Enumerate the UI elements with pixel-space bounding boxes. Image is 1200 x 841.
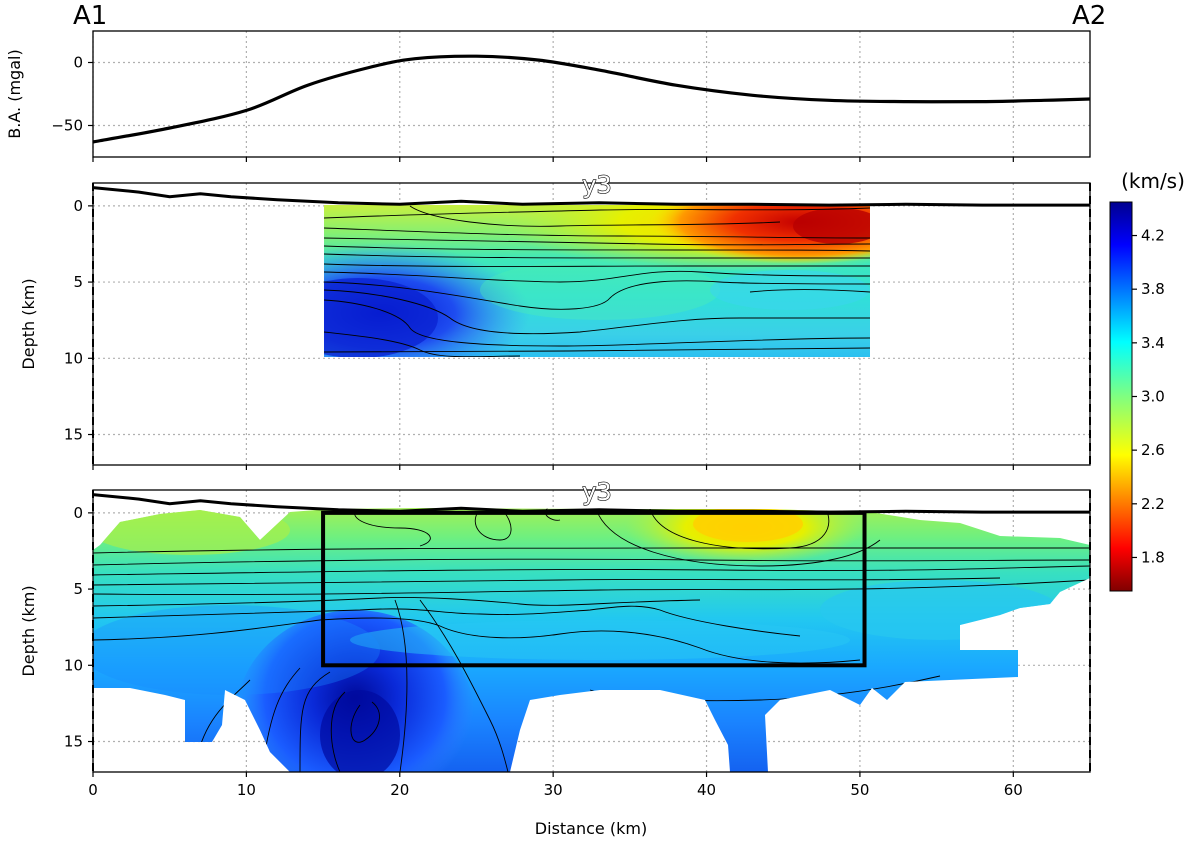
colorbar-ticks: 1.8 2.2 2.6 3.0 3.4 3.8 4.2 (1132, 227, 1165, 566)
plot-frame (92, 30, 1091, 158)
colorbar-tick-label: 3.8 (1141, 280, 1165, 298)
colorbar-tick-label: 3.4 (1141, 334, 1165, 352)
series-line (93, 54, 1090, 144)
x-tick-label: 20 (390, 781, 409, 799)
y-tick-label: 0 (73, 504, 83, 522)
bouguer-anomaly-panel: −50 0 B.A. (mgal) (5, 30, 1091, 162)
y-axis-label: Depth (km) (19, 585, 38, 676)
tick-labels: 0 10 20 30 40 50 60 0 5 10 15 (64, 504, 1023, 799)
velocity-inset-panel: 0 5 10 15 y3 Depth (km) (19, 170, 1091, 470)
colorbar-tick-label: 2.6 (1141, 441, 1165, 459)
plot-frame (92, 489, 1091, 773)
velocity-field (324, 205, 870, 357)
start-label: A1 (73, 1, 107, 31)
profile-label: y3 (582, 478, 611, 506)
x-tick-label: 50 (850, 781, 869, 799)
x-tick-label: 40 (697, 781, 716, 799)
plot-frame (92, 182, 1091, 466)
series-lines (93, 54, 1090, 144)
y-tick-label: 10 (64, 349, 83, 367)
colorbar-tick-label: 3.0 (1141, 388, 1165, 406)
profile-label: y3 (582, 171, 611, 199)
x-tick-label: 30 (544, 781, 563, 799)
velocity-full-panel: 0 10 20 30 40 50 60 0 5 10 15 y3 Depth (km) Distan… (19, 477, 1091, 838)
x-axis-label: Distance (km) (535, 819, 647, 838)
y-tick-label: 5 (73, 273, 83, 291)
topography-line (92, 186, 1090, 207)
colorbar-tick-label: 1.8 (1141, 548, 1165, 566)
tick-labels: −50 0 (51, 54, 1014, 162)
colorbar-tick-label: 2.2 (1141, 495, 1165, 513)
inset-box-outline (321, 510, 867, 668)
y-tick-label: 0 (73, 54, 83, 72)
x-tick-label: 60 (1004, 781, 1023, 799)
grid-lines (92, 31, 1090, 157)
end-label: A2 (1072, 1, 1106, 31)
tick-labels: 0 5 10 15 (64, 197, 1014, 470)
y-axis-label: B.A. (mgal) (5, 49, 24, 138)
x-tick-label: 0 (88, 781, 98, 799)
colorbar: (km/s) 1.8 2.2 2.6 3.0 3.4 3.8 4.2 (1109, 169, 1185, 592)
velocity-field (93, 508, 1090, 772)
x-tick-label: 10 (237, 781, 256, 799)
colorbar-title: (km/s) (1121, 169, 1185, 193)
y-axis-label: Depth (km) (19, 278, 38, 369)
y-tick-label: 0 (73, 197, 83, 215)
y-tick-label: 15 (64, 426, 83, 444)
colorbar-gradient (1109, 201, 1133, 592)
y-tick-label: 15 (64, 733, 83, 751)
colorbar-tick-label: 4.2 (1141, 227, 1165, 245)
y-tick-label: 10 (64, 656, 83, 674)
y-tick-label: 5 (73, 580, 83, 598)
y-tick-label: −50 (51, 117, 83, 135)
